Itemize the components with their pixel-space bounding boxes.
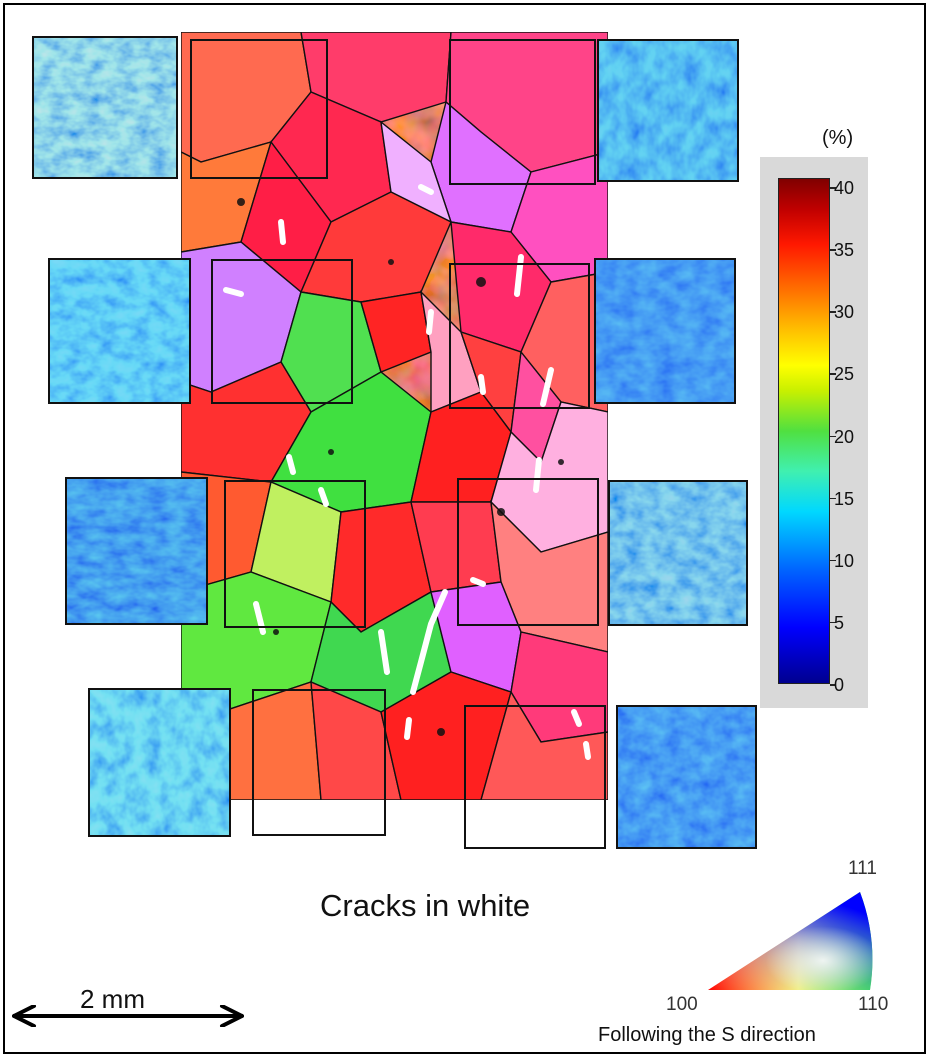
strain-texture	[599, 41, 737, 180]
strain-map-5	[65, 477, 208, 625]
colorbar-tick-label: 35	[834, 240, 855, 261]
ipf-label-110: 110	[858, 994, 889, 1015]
colorbar-tick-mark	[830, 187, 836, 189]
strain-texture	[34, 38, 176, 177]
strain-map-4	[594, 258, 736, 404]
figure-frame	[3, 3, 926, 1054]
colorbar-tick-label: 0	[834, 675, 845, 695]
ebsd-grain-map	[181, 32, 608, 800]
strain-texture	[67, 479, 206, 623]
strain-texture	[596, 260, 734, 402]
ebsd-orientation-map	[181, 32, 608, 800]
colorbar-tick-label: 15	[834, 488, 855, 509]
strain-texture	[90, 690, 229, 835]
ipf-caption: Following the S direction	[598, 1024, 816, 1046]
colorbar	[778, 178, 830, 684]
ipf-label-100: 100	[666, 994, 698, 1015]
scale-bar-arrow	[12, 1005, 244, 1027]
colorbar-tick-label: 10	[834, 550, 855, 571]
colorbar-tick-mark	[830, 559, 836, 562]
colorbar-tick-mark	[830, 684, 836, 686]
strain-map-8	[616, 705, 757, 849]
ipf-color-triangle	[708, 892, 873, 990]
scale-bar-label: 2 mm	[80, 984, 145, 1014]
colorbar-tick-label: 20	[834, 426, 855, 447]
colorbar-tick-label: 5	[834, 612, 845, 633]
colorbar-tick-mark	[830, 621, 836, 624]
colorbar-tick-label: 25	[834, 364, 855, 385]
strain-texture	[618, 707, 755, 847]
strain-texture	[50, 260, 189, 402]
strain-map-1	[32, 36, 178, 179]
strain-map-6	[608, 480, 748, 626]
colorbar-tick-mark	[830, 249, 836, 251]
strain-map-2	[597, 39, 739, 182]
colorbar-tick-mark	[830, 373, 836, 375]
ipf-label-111: 111	[848, 858, 877, 879]
strain-texture	[610, 482, 746, 624]
strain-map-3	[48, 258, 191, 404]
caption: Cracks in white	[320, 888, 531, 923]
colorbar-tick-label: 30	[834, 302, 855, 323]
colorbar-unit: (%)	[822, 127, 854, 149]
colorbar-tick-label: 40	[834, 178, 855, 198]
crack-paths	[223, 184, 591, 760]
strain-map-7	[88, 688, 231, 837]
colorbar-tick-mark	[830, 497, 836, 500]
colorbar-tick-mark	[830, 435, 836, 437]
colorbar-tick-mark	[830, 311, 836, 313]
